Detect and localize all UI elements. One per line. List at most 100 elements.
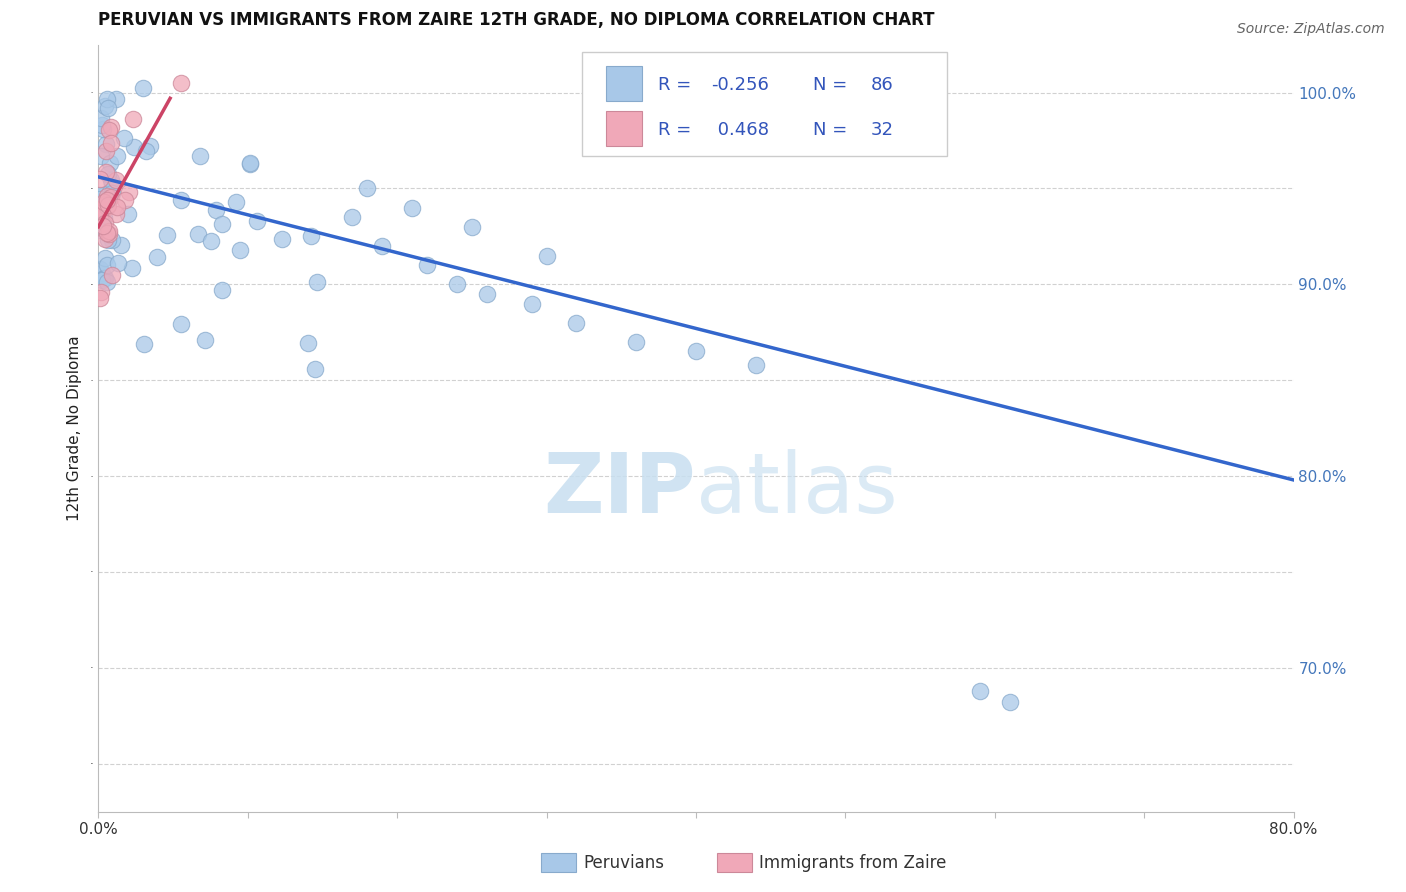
Point [536, 248, 558, 262]
Y-axis label: 12th Grade, No Diploma: 12th Grade, No Diploma [67, 335, 82, 521]
Point [90, 118, 112, 132]
Point [194, 333, 217, 347]
Point [105, 207, 128, 221]
Point [94, 271, 117, 285]
Point [342, 210, 364, 224]
Text: 32: 32 [870, 121, 893, 139]
Text: -0.256: -0.256 [711, 76, 769, 94]
Point [94, 165, 117, 179]
Point [96, 226, 118, 240]
Text: Source: ZipAtlas.com: Source: ZipAtlas.com [1237, 22, 1385, 37]
Point [96, 200, 118, 214]
Point [107, 256, 129, 270]
Point [204, 202, 226, 217]
Point [90, 112, 112, 126]
Point [565, 316, 588, 330]
Point [100, 189, 122, 203]
Point [107, 200, 129, 214]
Point [94, 98, 117, 112]
Point [239, 156, 262, 170]
Point [101, 186, 124, 201]
Point [100, 120, 122, 135]
Text: Immigrants from Zaire: Immigrants from Zaire [759, 854, 946, 871]
Text: ZIP: ZIP [544, 449, 696, 530]
Point [94, 232, 117, 246]
Point [89, 192, 111, 206]
Text: 86: 86 [870, 76, 893, 94]
Point [246, 214, 269, 228]
Point [297, 336, 319, 351]
Point [121, 112, 143, 127]
Point [93, 211, 115, 225]
Point [156, 227, 179, 242]
Point [89, 188, 111, 202]
Point [969, 684, 991, 698]
FancyBboxPatch shape [582, 53, 948, 156]
Point [998, 695, 1021, 709]
Point [94, 251, 117, 265]
Point [446, 277, 468, 292]
Point [170, 318, 193, 332]
Point [90, 205, 112, 219]
Point [188, 149, 211, 163]
Point [90, 285, 112, 299]
Text: PERUVIAN VS IMMIGRANTS FROM ZAIRE 12TH GRADE, NO DIPLOMA CORRELATION CHART: PERUVIAN VS IMMIGRANTS FROM ZAIRE 12TH G… [98, 12, 935, 29]
Point [110, 238, 132, 252]
Point [117, 206, 139, 220]
Point [93, 195, 115, 210]
Point [271, 231, 294, 245]
Point [89, 223, 111, 237]
Point [96, 144, 118, 158]
Point [118, 185, 141, 199]
Point [96, 137, 118, 152]
Point [98, 123, 121, 137]
Point [475, 286, 498, 301]
Point [401, 201, 423, 215]
Point [416, 258, 439, 272]
Point [132, 336, 155, 351]
Point [169, 76, 191, 90]
Point [101, 177, 124, 191]
Point [97, 167, 120, 181]
Text: atlas: atlas [696, 449, 897, 530]
Text: R =: R = [658, 121, 697, 139]
Point [94, 216, 117, 230]
Point [91, 122, 114, 136]
Point [90, 148, 112, 162]
Point [94, 196, 117, 211]
Point [89, 172, 111, 186]
Point [371, 239, 394, 253]
Text: N =: N = [813, 76, 853, 94]
Point [98, 224, 121, 238]
Point [97, 101, 120, 115]
FancyBboxPatch shape [606, 66, 643, 101]
Point [91, 202, 114, 217]
Point [89, 202, 111, 216]
Point [132, 81, 155, 95]
Point [100, 268, 122, 283]
Point [238, 157, 260, 171]
Point [200, 234, 222, 248]
Point [97, 198, 120, 212]
Point [685, 344, 707, 359]
Point [93, 219, 115, 233]
Point [105, 149, 128, 163]
Point [96, 258, 118, 272]
Point [98, 227, 121, 241]
Point [187, 227, 209, 241]
Text: N =: N = [813, 121, 853, 139]
Point [135, 145, 157, 159]
Point [114, 193, 136, 207]
Point [626, 334, 648, 349]
Point [97, 233, 120, 247]
Point [100, 136, 122, 150]
Point [211, 217, 233, 231]
Text: 0.468: 0.468 [711, 121, 769, 139]
Point [100, 172, 122, 186]
Point [745, 358, 768, 372]
FancyBboxPatch shape [606, 112, 643, 145]
Point [170, 193, 193, 207]
Point [121, 261, 143, 276]
Point [145, 250, 167, 264]
Point [124, 139, 146, 153]
